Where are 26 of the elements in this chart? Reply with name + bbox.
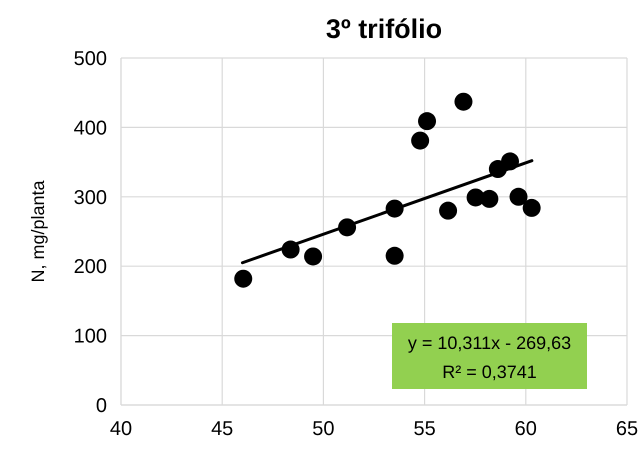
point [418,112,436,130]
y-tick-label: 500 [74,48,107,70]
point [480,190,498,208]
point [522,198,541,217]
annotation: y = 10,311x - 269,63 [408,333,572,353]
point [439,202,458,220]
x-tick-label: 40 [110,418,132,440]
point [510,188,528,206]
point [234,270,252,288]
x-tick-label: 50 [312,418,335,440]
y-tick-label: 300 [74,186,107,209]
point [304,247,322,266]
y-axis-title: N, mg/planta [28,179,48,283]
y-tick-label: 100 [74,326,107,348]
annotation: R² = 0,3741 [442,362,537,382]
chart-title: 3º trifólio [326,14,442,44]
y-tick-label: 400 [74,117,107,140]
x-tick-label: 45 [211,418,234,440]
point [411,132,430,150]
point [386,246,404,265]
y-tick-label: 0 [96,395,107,417]
point [454,92,472,111]
y-tick-label: 200 [74,256,107,278]
x-tick-label: 55 [413,418,436,440]
x-tick-label: 65 [616,418,638,440]
x-tick-label: 60 [514,418,537,440]
